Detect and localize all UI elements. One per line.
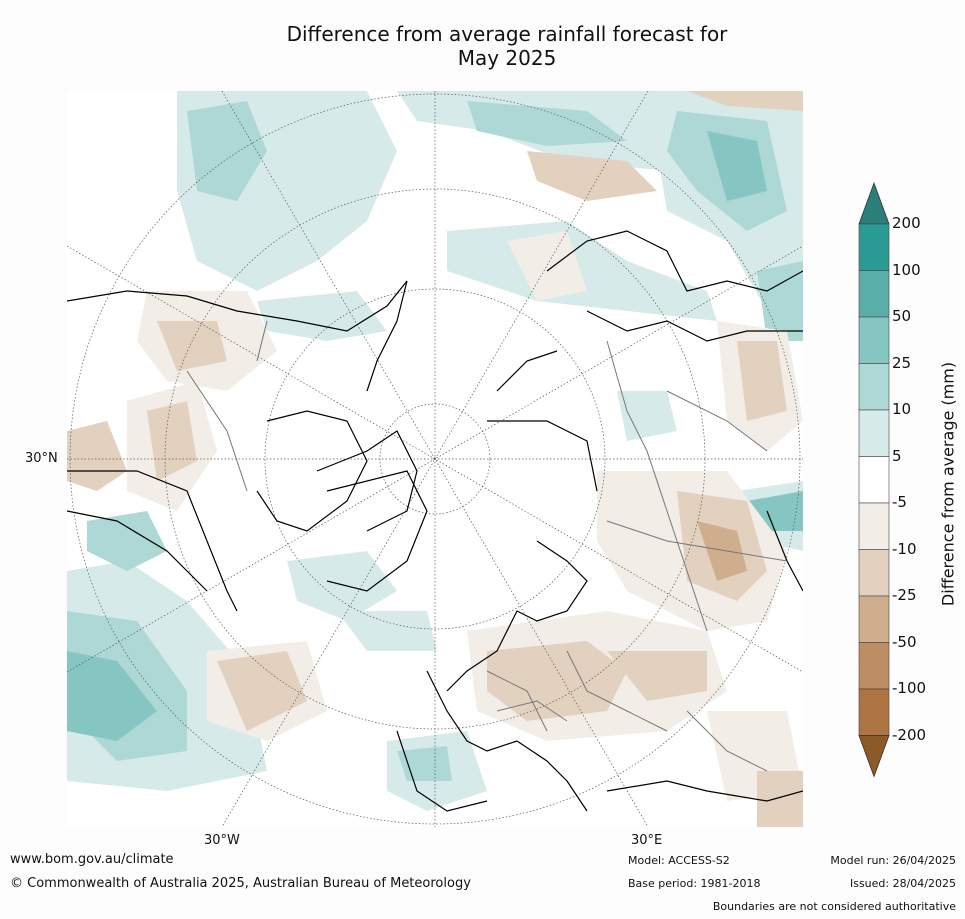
- chart-title: Difference from average rainfall forecas…: [0, 22, 965, 70]
- longitude-label-30e: 30°E: [631, 833, 663, 848]
- model-name: Model: ACCESS-S2: [628, 854, 730, 867]
- colorbar-bin: [858, 642, 890, 690]
- colorbar-bin: [858, 595, 890, 643]
- colorbar-tick-label: 25: [892, 353, 912, 372]
- map-svg: [67, 91, 803, 827]
- coastlines: [67, 230, 803, 812]
- colorbar: [858, 181, 890, 778]
- colorbar-tick-label: -50: [892, 632, 917, 651]
- latitude-label-30n: 30°N: [25, 451, 58, 466]
- colorbar-title: Difference from average (mm): [938, 361, 958, 607]
- title-line-1: Difference from average rainfall forecas…: [286, 22, 728, 46]
- colorbar-bin: [858, 316, 890, 364]
- colorbar-tick-label: 5: [892, 446, 902, 465]
- country-borders: [186, 320, 788, 772]
- colorbar-under-arrow: [858, 735, 890, 778]
- rainfall-anomaly-map: [67, 91, 803, 827]
- colorbar-tick-label: -10: [892, 539, 917, 558]
- colorbar-tick-label: -5: [892, 493, 907, 511]
- colorbar-bin: [858, 688, 890, 736]
- colorbar-tick-label: 200: [892, 214, 921, 232]
- model-run-date: Model run: 26/04/2025: [830, 854, 956, 867]
- base-period: Base period: 1981-2018: [628, 877, 761, 890]
- colorbar-tick-label: -25: [892, 586, 917, 604]
- colorbar-bin: [858, 456, 890, 504]
- issued-date: Issued: 28/04/2025: [849, 877, 956, 890]
- colorbar-tick-label: -100: [892, 679, 927, 697]
- boundaries-disclaimer: Boundaries are not considered authoritat…: [712, 900, 956, 913]
- colorbar-bin: [858, 409, 890, 457]
- colorbar-bin: [858, 502, 890, 550]
- longitude-label-30w: 30°W: [204, 833, 240, 848]
- colorbar-bin: [858, 549, 890, 597]
- colorbar-tick-label: 50: [892, 307, 912, 325]
- dry-anomaly-areas: [67, 91, 803, 827]
- copyright-text: © Commonwealth of Australia 2025, Austra…: [10, 876, 471, 891]
- graticule: [67, 91, 803, 827]
- colorbar-over-arrow: [858, 181, 890, 225]
- colorbar-bin: [858, 223, 890, 271]
- title-line-2: May 2025: [457, 46, 557, 70]
- colorbar-tick-label: -200: [892, 725, 927, 744]
- colorbar-bin: [858, 363, 890, 411]
- website-link[interactable]: www.bom.gov.au/climate: [10, 852, 174, 867]
- colorbar-bin: [858, 270, 890, 318]
- colorbar-tick-label: 10: [892, 400, 912, 418]
- colorbar-tick-label: 100: [892, 260, 921, 279]
